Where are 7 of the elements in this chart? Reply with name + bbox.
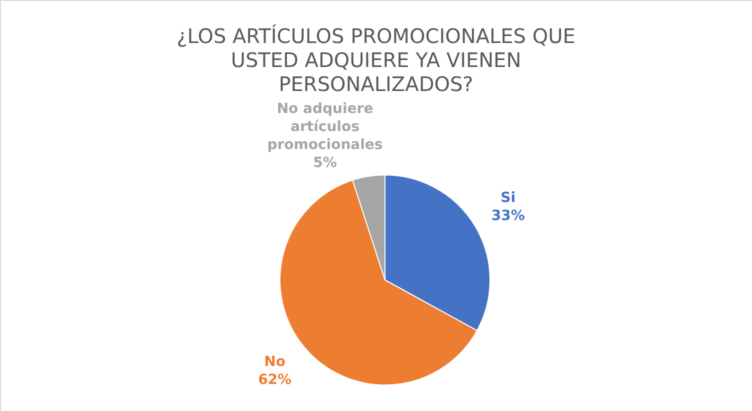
slice-label: No (264, 354, 286, 370)
chart-title: ¿LOS ARTÍCULOS PROMOCIONALES QUE USTED ADQUIERE YA VIENEN PERSONALIZADOS? (176, 24, 576, 96)
slice-label: No adquiere artículos promocionales (267, 101, 383, 153)
data-label: 62% (258, 372, 292, 388)
data-label: 33% (491, 208, 525, 224)
data-label: 5% (313, 155, 337, 171)
slice-label: Si (500, 190, 516, 206)
